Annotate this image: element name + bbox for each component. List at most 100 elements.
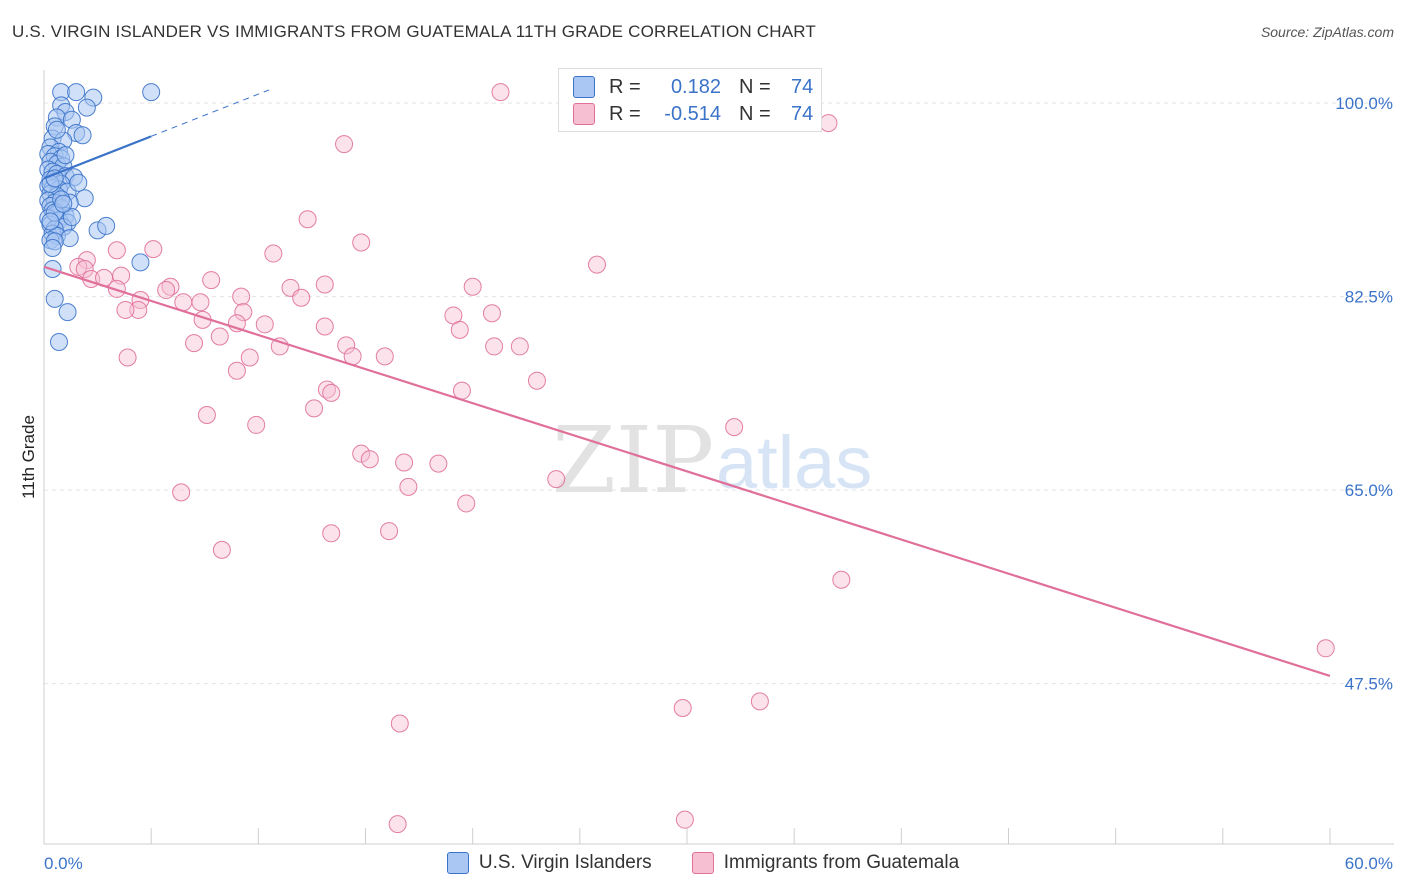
guatemala-point <box>322 524 341 543</box>
r-label: R = <box>609 102 641 125</box>
blue-swatch-icon <box>573 76 595 98</box>
guatemala-point <box>157 281 176 300</box>
guatemala-point <box>112 266 131 285</box>
y-tick-label: 47.5% <box>1345 675 1393 694</box>
guatemala-point <box>227 361 246 380</box>
n-value: 74 <box>791 102 814 125</box>
series-legend: U.S. Virgin Islanders Immigrants from Gu… <box>0 852 1406 874</box>
guatemala-point <box>315 275 334 294</box>
guatemala-point <box>675 810 694 829</box>
legend-item-guatemala[interactable]: Immigrants from Guatemala <box>691 852 960 874</box>
virgin-islander-point <box>67 83 86 102</box>
watermark-zip: ZIP <box>552 407 714 514</box>
guatemala-point <box>305 399 324 418</box>
guatemala-point <box>725 418 744 437</box>
guatemala-point <box>335 135 354 154</box>
guatemala-point <box>172 483 191 502</box>
guatemala-point <box>1316 639 1335 658</box>
watermark: ZIP atlas <box>552 407 872 514</box>
guatemala-point <box>212 540 231 559</box>
x-tick-label-min: 0.0% <box>44 854 83 873</box>
guatemala-point <box>510 337 529 356</box>
virgin-islander-point <box>75 189 94 208</box>
pink-swatch-icon <box>573 103 595 125</box>
guatemala-point <box>197 405 216 424</box>
legend-row-virgin-islanders: R = 0.182 N = 74 <box>573 73 813 101</box>
virgin-islander-point <box>73 126 92 145</box>
x-tick-label-max: 60.0% <box>1345 854 1393 873</box>
legend-item-virgin-islanders[interactable]: U.S. Virgin Islanders <box>446 852 652 874</box>
guatemala-point <box>255 315 274 334</box>
guatemala-point <box>118 348 137 367</box>
watermark-atlas: atlas <box>716 421 872 504</box>
guatemala-point <box>315 317 334 336</box>
guatemala-point <box>491 83 510 102</box>
gridlines <box>44 102 1394 685</box>
n-label: N = <box>739 102 771 125</box>
guatemala-point <box>107 241 126 260</box>
legend-row-guatemala: R = -0.514 N = 74 <box>573 100 813 128</box>
guatemala-point <box>352 444 371 463</box>
guatemala-point <box>337 336 356 355</box>
r-value: 0.182 <box>670 75 721 98</box>
virgin-islander-trend-extension <box>150 89 270 137</box>
guatemala-point <box>116 300 135 319</box>
virgin-islander-point <box>131 253 150 272</box>
guatemala-point <box>202 271 221 290</box>
guatemala-point <box>399 477 418 496</box>
virgin-islander-point <box>54 194 73 213</box>
n-value: 74 <box>791 75 814 98</box>
guatemala-point <box>298 210 317 229</box>
legend-label: Immigrants from Guatemala <box>723 852 960 873</box>
pink-square-icon <box>691 852 714 874</box>
guatemala-point <box>673 698 692 717</box>
virgin-islander-points <box>39 83 161 352</box>
correlation-legend: R = 0.182 N = 74 R = -0.514 N = 74 <box>558 68 822 132</box>
virgin-islander-point <box>56 146 75 165</box>
guatemala-point <box>191 293 210 312</box>
y-tick-label: 100.0% <box>1335 94 1393 113</box>
virgin-islander-point <box>69 173 88 192</box>
guatemala-point <box>527 371 546 390</box>
guatemala-point <box>292 288 311 307</box>
guatemala-point <box>360 450 379 469</box>
guatemala-point <box>482 304 501 323</box>
virgin-islander-trend-line <box>43 135 152 180</box>
guatemala-point <box>352 233 371 252</box>
guatemala-point <box>547 470 566 489</box>
guatemala-point <box>144 240 163 259</box>
x-ticks <box>150 828 1331 844</box>
guatemala-point <box>457 494 476 513</box>
guatemala-point <box>247 415 266 434</box>
virgin-islander-point <box>142 83 161 102</box>
y-tick-label: 65.0% <box>1345 481 1393 500</box>
chart-title: U.S. VIRGIN ISLANDER VS IMMIGRANTS FROM … <box>12 22 817 41</box>
guatemala-point <box>452 381 471 400</box>
guatemala-point <box>750 692 769 711</box>
guatemala-point <box>388 815 407 834</box>
virgin-islander-point <box>45 289 64 308</box>
guatemala-point <box>264 244 283 263</box>
guatemala-point <box>75 260 94 279</box>
y-tick-labels: 100.0% 82.5% 65.0% 47.5% <box>1335 94 1393 694</box>
virgin-islander-point <box>97 216 116 235</box>
guatemala-point <box>463 277 482 296</box>
guatemala-point <box>375 347 394 366</box>
guatemala-point <box>395 453 414 472</box>
virgin-islander-point <box>43 239 62 258</box>
guatemala-point <box>380 522 399 541</box>
n-label: N = <box>739 75 771 98</box>
guatemala-point <box>450 320 469 339</box>
r-label: R = <box>609 75 641 98</box>
legend-label: U.S. Virgin Islanders <box>478 852 652 873</box>
guatemala-point <box>429 454 448 473</box>
y-axis-label: 11th Grade <box>19 415 38 499</box>
virgin-islander-point <box>47 120 66 139</box>
y-tick-label: 82.5% <box>1345 288 1393 307</box>
guatemala-point <box>322 383 341 402</box>
guatemala-point <box>129 300 148 319</box>
guatemala-point <box>232 287 251 306</box>
source-note: Source: ZipAtlas.com <box>1260 24 1394 40</box>
virgin-islander-point <box>60 229 79 248</box>
